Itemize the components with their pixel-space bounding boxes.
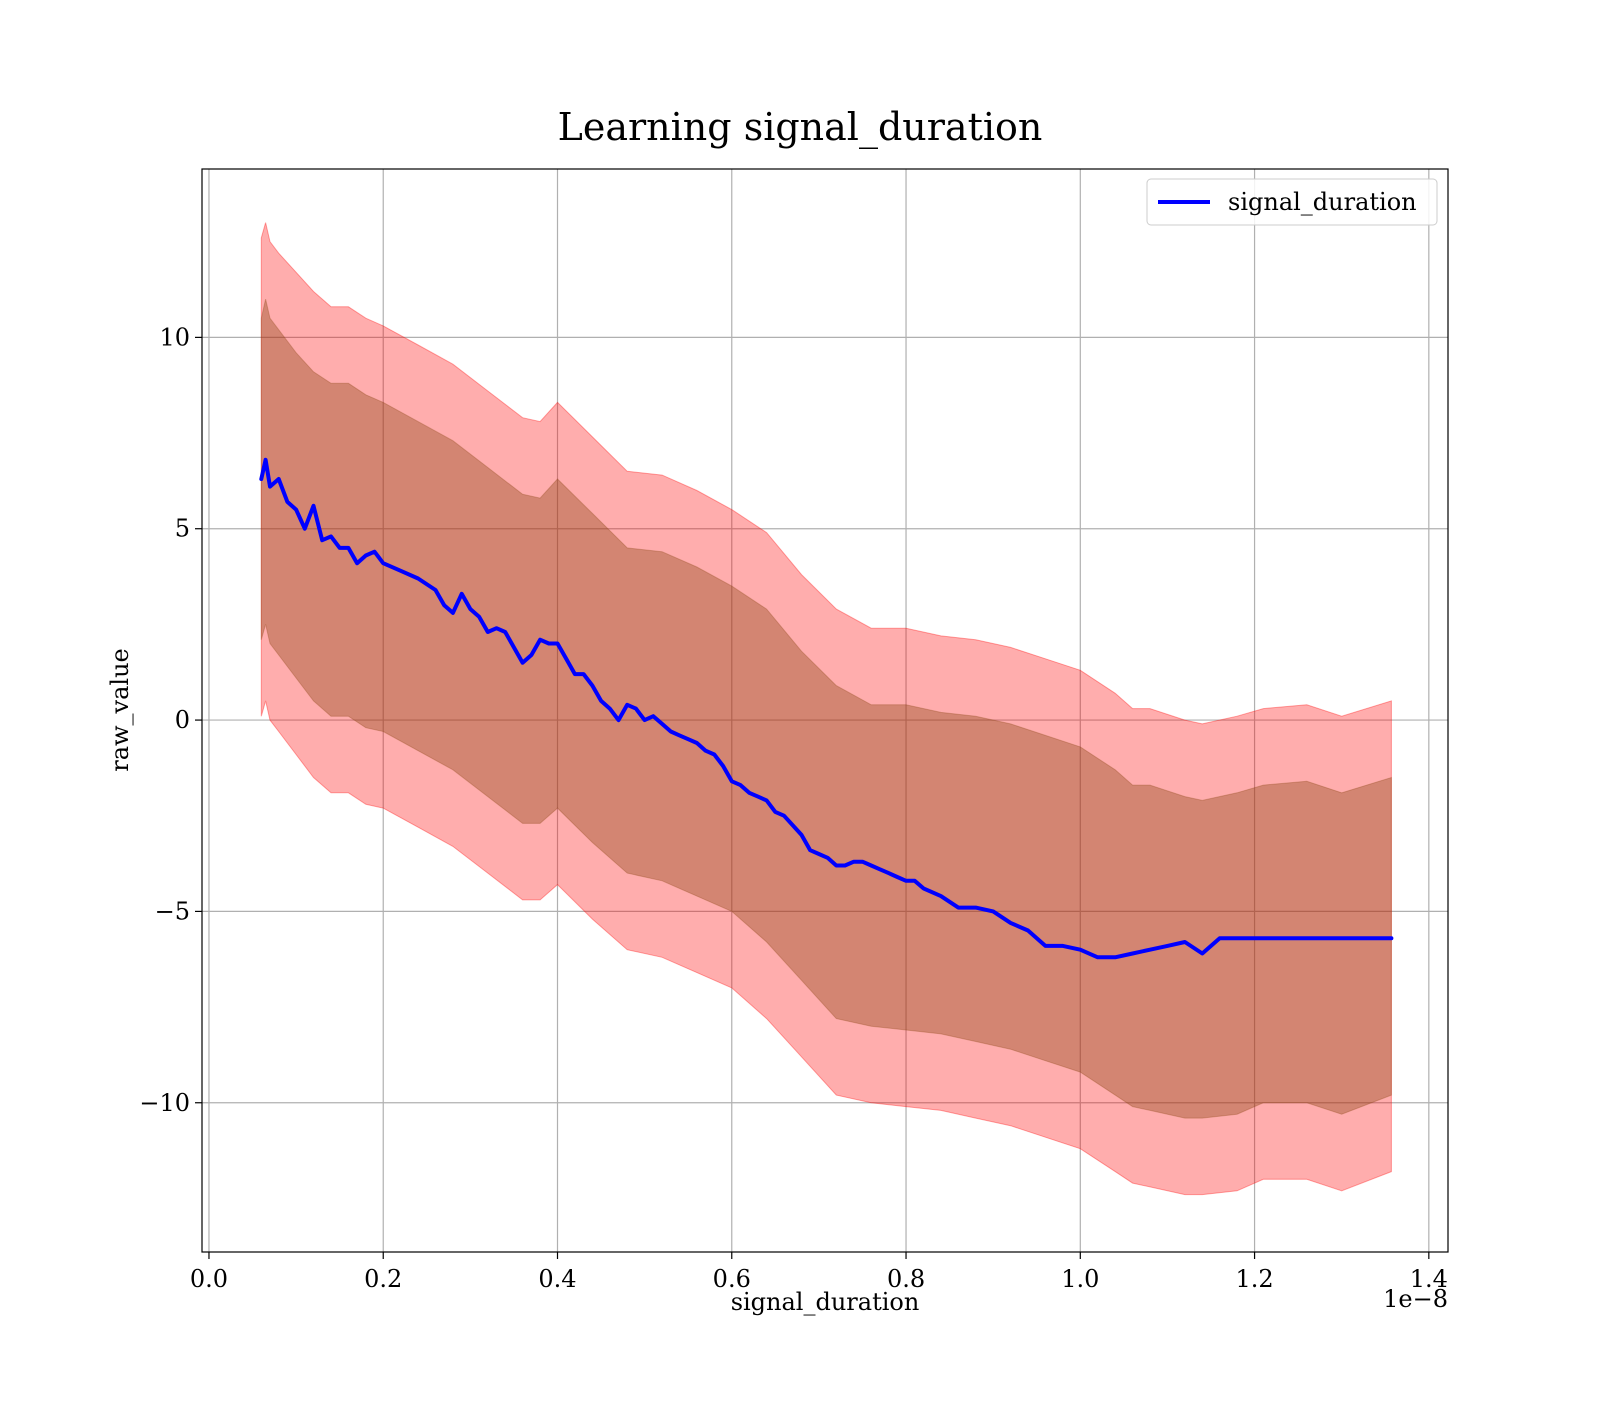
legend-entry-signal-duration: signal_duration	[1228, 188, 1417, 216]
x-axis-ticks: 0.0 0.2 0.4 0.6 0.8 1.0 1.2 1.4	[190, 1252, 1448, 1293]
y-tick-label: 0	[175, 706, 190, 734]
legend-box	[1146, 178, 1438, 226]
outer-band	[260, 222, 1392, 1196]
y-tick-label: 5	[175, 515, 190, 543]
y-tick-label: 10	[159, 323, 190, 351]
x-tick-label: 1.0	[1061, 1265, 1099, 1293]
grid-lines	[202, 169, 1448, 1252]
y-axis-label: raw_value	[106, 648, 134, 772]
axes-frame	[201, 168, 1449, 1253]
series-line-signal-duration	[259, 457, 1394, 960]
x-tick-label: 0.0	[190, 1265, 228, 1293]
x-tick-label: 1.4	[1410, 1265, 1448, 1293]
x-tick-label: 0.8	[887, 1265, 925, 1293]
x-axis-label: signal_duration	[731, 1288, 920, 1316]
y-tick-label: −10	[139, 1089, 190, 1117]
chart-title: Learning signal_duration	[558, 105, 1043, 150]
x-tick-label: 1.2	[1235, 1265, 1273, 1293]
series-lines	[259, 457, 1394, 960]
x-axis-scale-label: 1e−8	[1383, 1285, 1448, 1313]
x-tick-label: 0.2	[364, 1265, 402, 1293]
legend: signal_duration	[1146, 178, 1438, 226]
y-axis-ticks: 10 5 0 −5 −10	[139, 323, 202, 1117]
inner-band	[260, 298, 1392, 1119]
x-tick-label: 0.4	[538, 1265, 576, 1293]
confidence-bands	[260, 222, 1392, 1196]
y-tick-label: −5	[155, 897, 190, 925]
x-tick-label: 0.6	[713, 1265, 751, 1293]
